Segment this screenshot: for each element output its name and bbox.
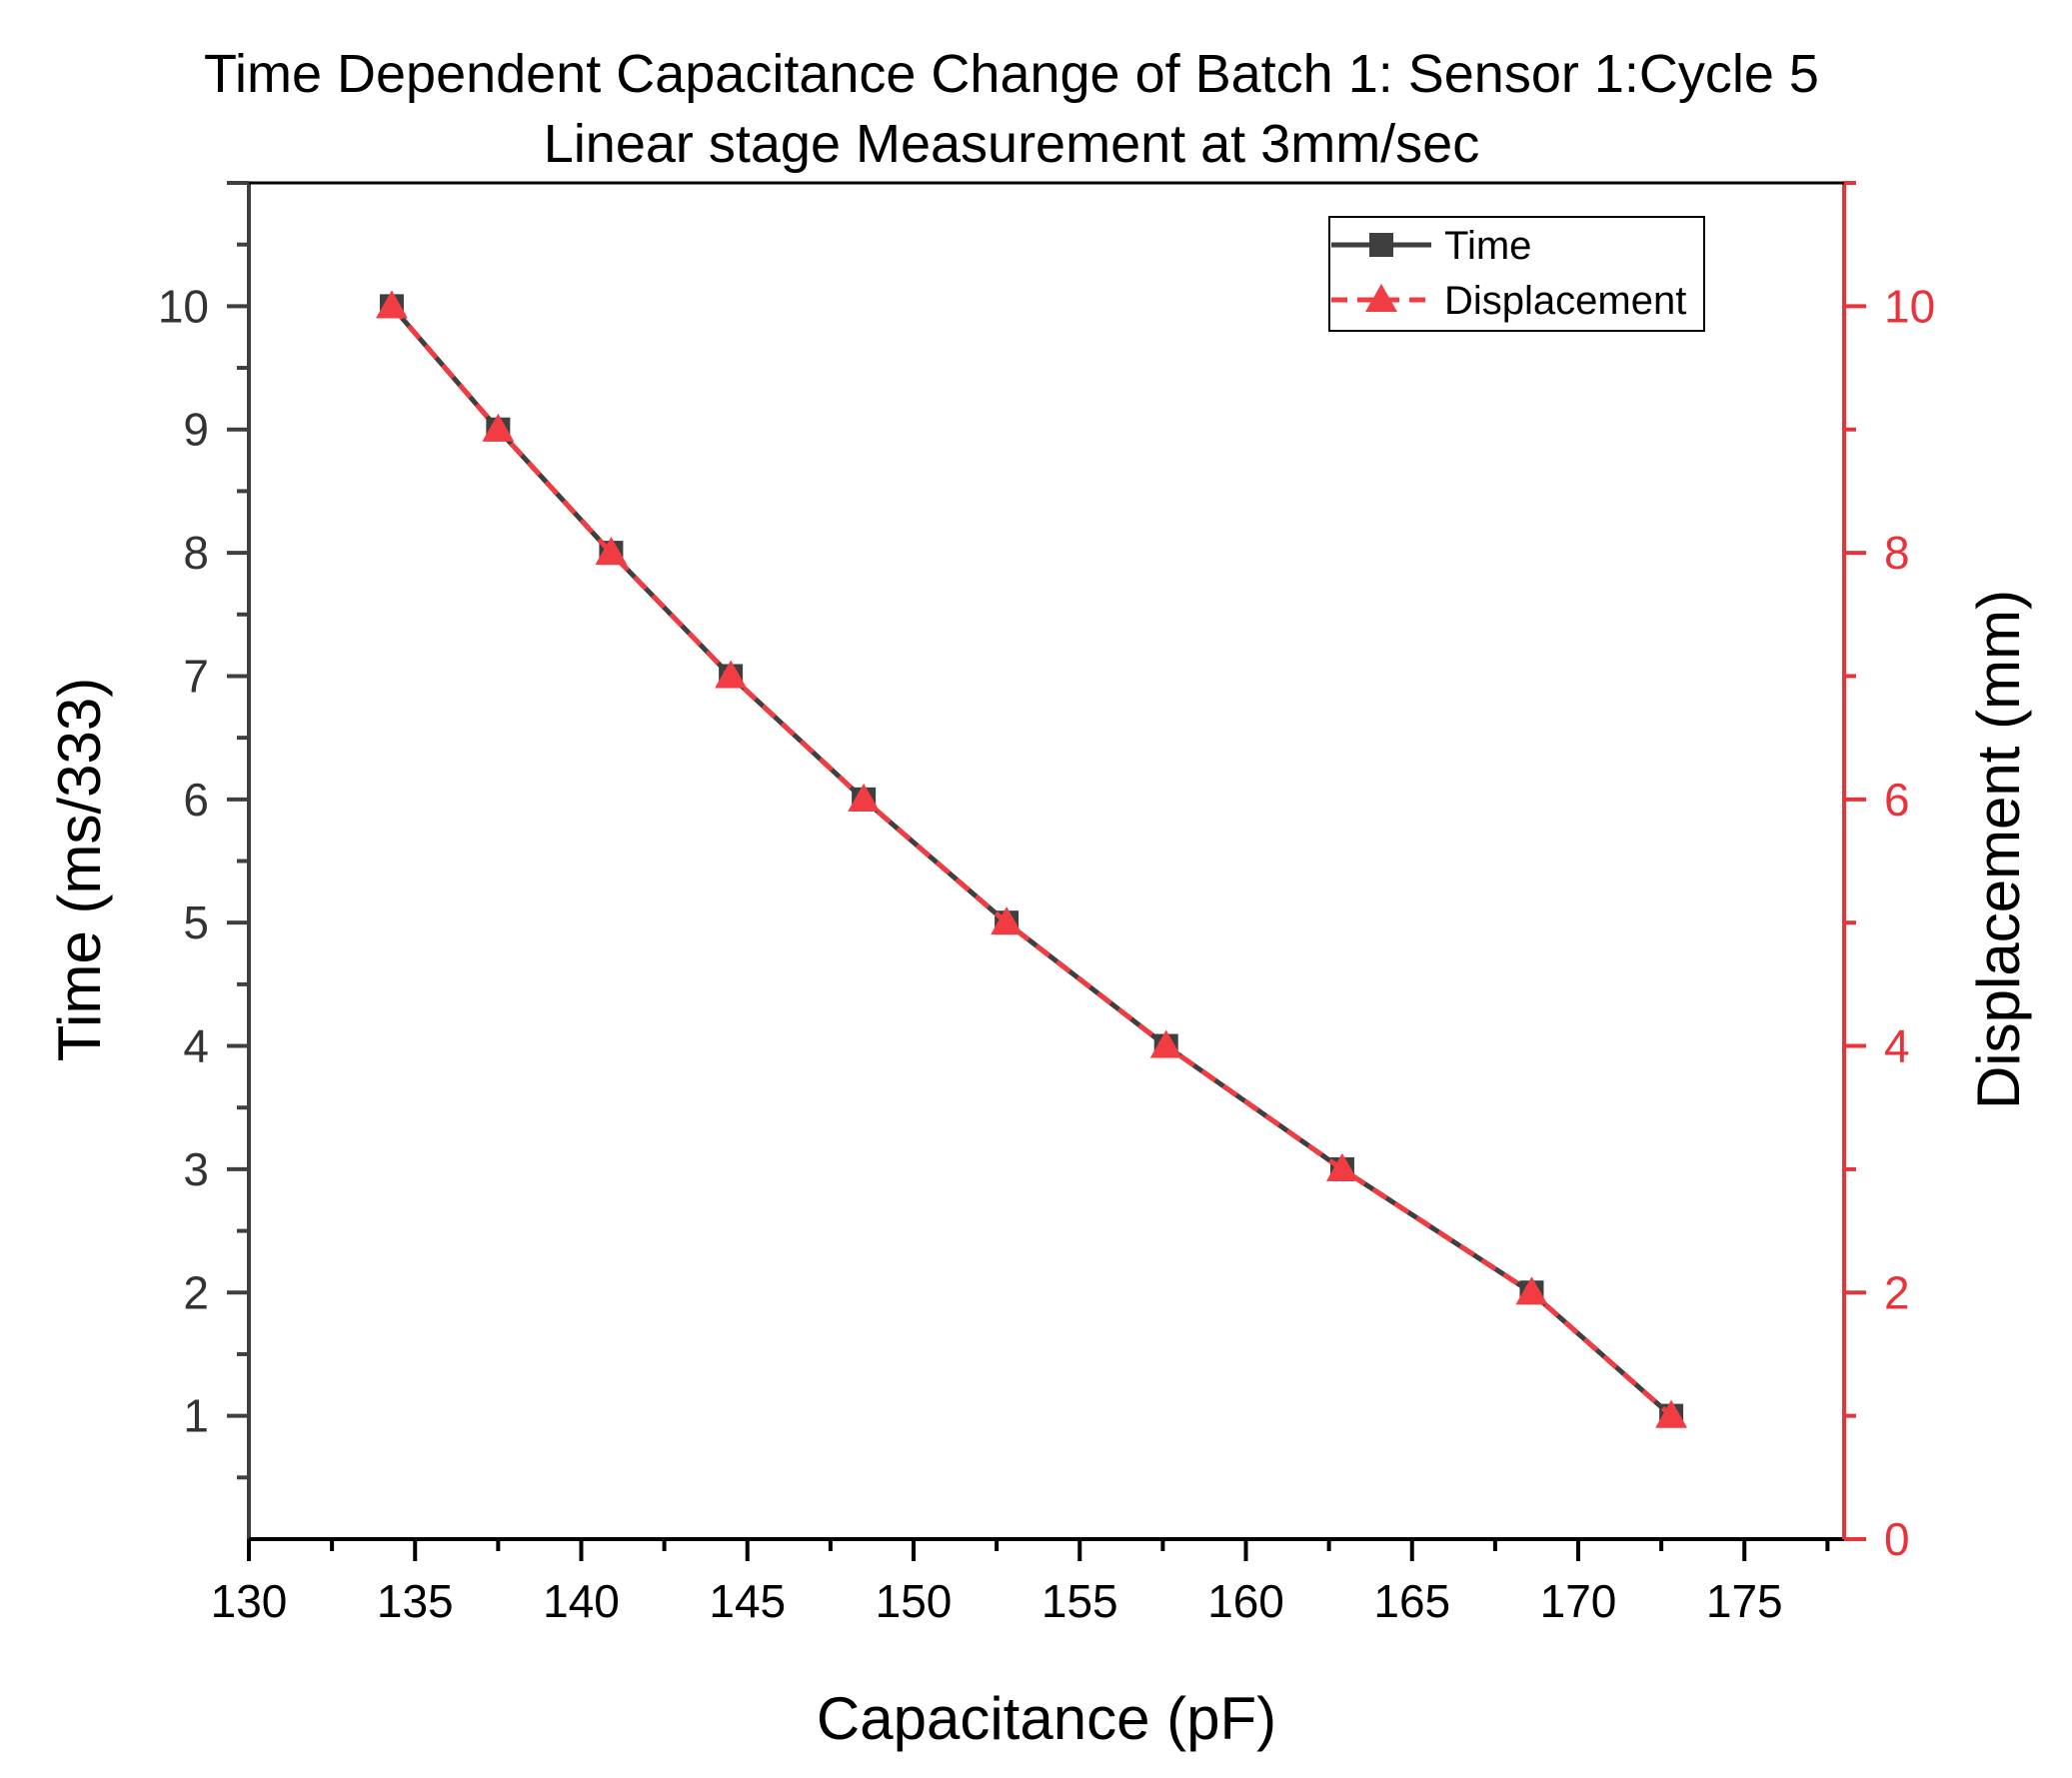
legend-displacement-label: Displacement [1444, 279, 1686, 323]
y-axis-right: 0 2 4 6 8 10 [1844, 181, 1935, 1565]
y-left-tick-label: 6 [183, 774, 209, 826]
y-axis-left-label: Time (ms/333) [46, 678, 113, 1062]
y-left-tick-label: 9 [183, 404, 209, 456]
legend-time-marker [1369, 233, 1393, 257]
x-axis-label: Capacitance (pF) [817, 1685, 1276, 1752]
x-tick-label: 155 [1041, 1575, 1118, 1627]
y-right-tick-label: 8 [1884, 527, 1910, 579]
x-tick-label: 165 [1373, 1575, 1450, 1627]
x-tick-label: 130 [211, 1575, 288, 1627]
y-right-tick-label: 10 [1884, 280, 1935, 332]
displacement-data-point [991, 906, 1024, 935]
y-axis-left: 1 2 3 4 5 6 7 8 9 10 [158, 181, 249, 1480]
series-line-time [390, 304, 1673, 1418]
x-tick-label: 170 [1540, 1575, 1617, 1627]
y-left-tick-label: 4 [183, 1020, 209, 1072]
y-left-tick-label: 1 [183, 1390, 209, 1442]
series-line-displacement [390, 304, 1673, 1418]
displacement-data-point [1515, 1276, 1548, 1305]
y-left-tick-label: 2 [183, 1266, 209, 1318]
x-tick-label: 150 [876, 1575, 953, 1627]
displacement-data-point [1325, 1152, 1358, 1181]
y-left-tick-label: 3 [183, 1143, 209, 1195]
y-right-tick-label: 4 [1884, 1020, 1910, 1072]
legend: Time Displacement [1328, 216, 1705, 332]
chart-title: Time Dependent Capacitance Change of Bat… [204, 44, 1819, 104]
displacement-data-point [715, 660, 748, 689]
y-right-tick-label: 2 [1884, 1266, 1910, 1318]
x-tick-label: 140 [543, 1575, 620, 1627]
x-tick-label: 145 [709, 1575, 786, 1627]
displacement-data-point [595, 537, 628, 566]
plot-frame [247, 181, 1846, 1541]
y-left-tick-label: 8 [183, 527, 209, 579]
displacement-data-point [375, 290, 408, 319]
y-right-tick-label: 0 [1884, 1513, 1910, 1565]
chart-subtitle: Linear stage Measurement at 3mm/sec [544, 114, 1479, 174]
legend-time-label: Time [1444, 224, 1531, 268]
y-left-tick-label: 7 [183, 650, 209, 702]
y-left-tick-label: 10 [158, 280, 209, 332]
x-axis: 130 135 140 145 150 155 160 165 170 175 [211, 1539, 1830, 1627]
x-tick-label: 175 [1706, 1575, 1783, 1627]
displacement-data-point [848, 783, 881, 812]
displacement-data-point [482, 413, 515, 442]
series-layer [375, 290, 1688, 1428]
y-axis-right-label: Displacement (mm) [1965, 590, 2032, 1109]
legend-displacement-marker [1365, 284, 1397, 312]
displacement-data-point [1149, 1029, 1182, 1058]
x-tick-label: 135 [377, 1575, 454, 1627]
y-left-tick-label: 5 [183, 896, 209, 948]
displacement-data-point [1655, 1399, 1688, 1428]
y-right-tick-label: 6 [1884, 774, 1910, 826]
x-tick-label: 160 [1207, 1575, 1284, 1627]
